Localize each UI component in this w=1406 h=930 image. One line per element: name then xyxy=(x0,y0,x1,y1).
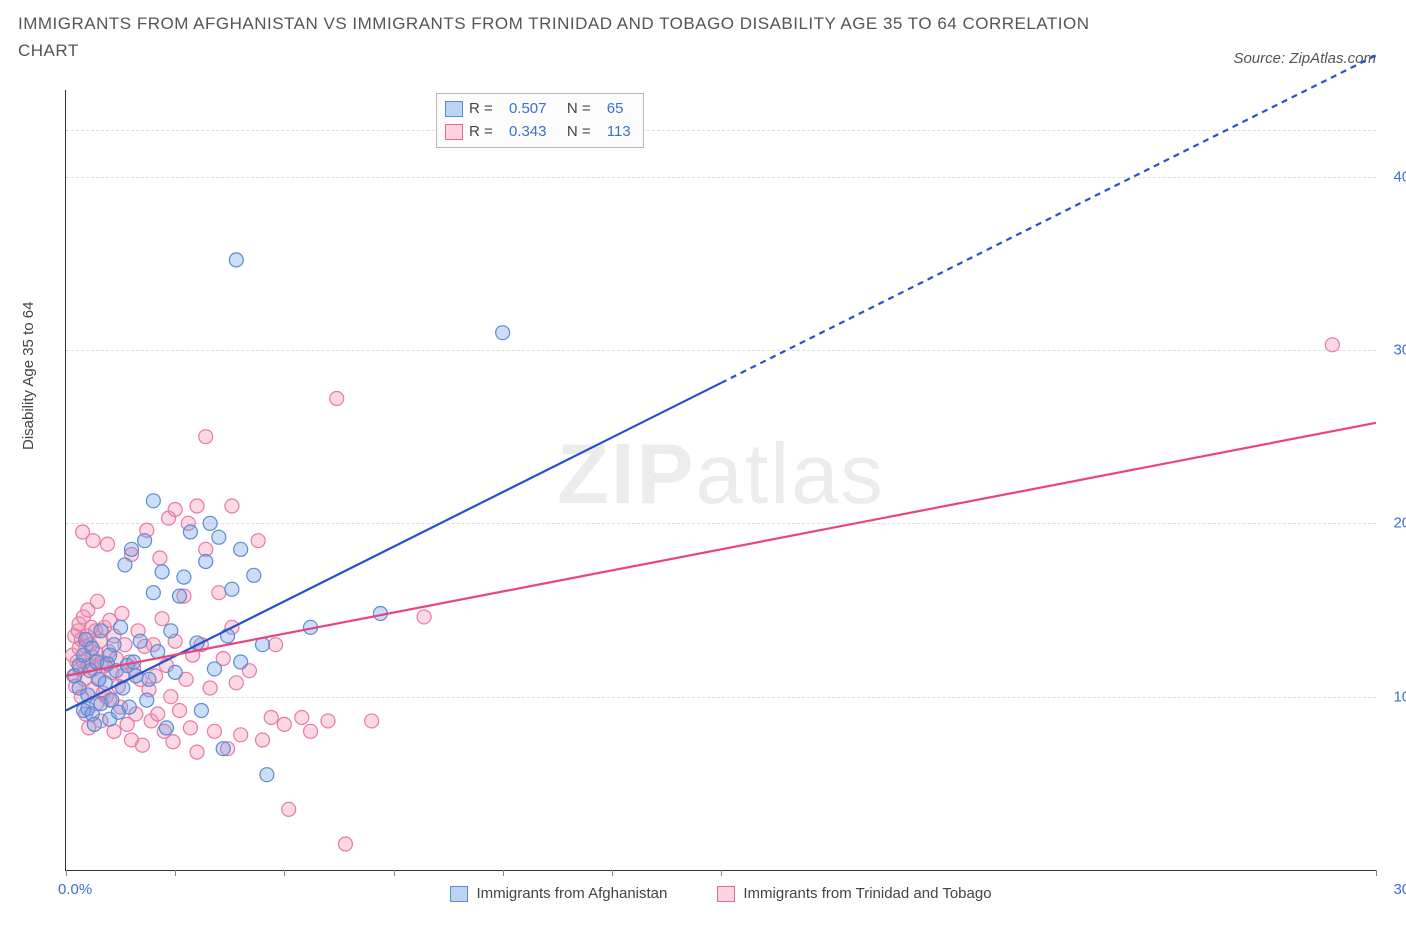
y-axis-label: Disability Age 35 to 64 xyxy=(20,302,37,450)
swatch-afghanistan-b xyxy=(450,886,468,902)
x-axis-max-label: 30.0% xyxy=(1393,881,1406,898)
y-tick-label: 10.0% xyxy=(1393,688,1406,705)
x-axis-min-label: 0.0% xyxy=(58,881,92,898)
series-legend: Immigrants from Afghanistan Immigrants f… xyxy=(66,885,1376,902)
correlation-legend: R = 0.507 N = 65 R = 0.343 N = 113 xyxy=(436,93,644,148)
swatch-trinidad-b xyxy=(717,886,735,902)
y-tick-label: 20.0% xyxy=(1393,515,1406,532)
swatch-afghanistan xyxy=(445,101,463,117)
swatch-trinidad xyxy=(445,124,463,140)
legend-row-afghanistan: R = 0.507 N = 65 xyxy=(445,98,631,121)
legend-item-afghanistan: Immigrants from Afghanistan xyxy=(450,885,667,902)
scatter-svg xyxy=(66,90,1376,870)
y-tick-label: 40.0% xyxy=(1393,168,1406,185)
legend-item-trinidad: Immigrants from Trinidad and Tobago xyxy=(717,885,991,902)
chart-title: IMMIGRANTS FROM AFGHANISTAN VS IMMIGRANT… xyxy=(18,10,1118,64)
y-tick-label: 30.0% xyxy=(1393,342,1406,359)
legend-row-trinidad: R = 0.343 N = 113 xyxy=(445,121,631,144)
chart-plot-area: ZIPatlas 10.0%20.0%30.0%40.0% R = 0.507 … xyxy=(65,90,1376,871)
source-label: Source: ZipAtlas.com xyxy=(1233,50,1376,67)
